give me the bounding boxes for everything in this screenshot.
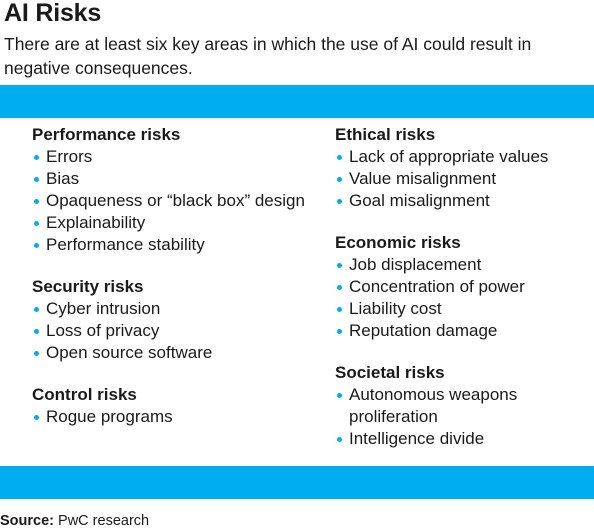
risk-group-title: Ethical risks xyxy=(335,125,436,144)
risk-group-title: Societal risks xyxy=(335,363,445,382)
list-item: Cyber intrusion xyxy=(32,298,312,320)
source-note: Source: PwC research xyxy=(0,512,149,530)
list-item: Opaqueness or “black box” design xyxy=(32,190,312,212)
list-item: Intelligence divide xyxy=(335,428,587,450)
risk-list: Job displacement Concentration of power … xyxy=(335,254,587,342)
bullet-icon xyxy=(337,285,342,290)
risk-group-title: Security risks xyxy=(32,277,144,296)
risk-group: Societal risks Autonomous weapons prolif… xyxy=(335,362,587,450)
risk-item: Opaqueness or “black box” design xyxy=(46,191,305,210)
page-title: AI Risks xyxy=(4,0,102,27)
list-item: Explainability xyxy=(32,212,312,234)
risk-list: Cyber intrusion Loss of privacy Open sou… xyxy=(32,298,312,364)
bullet-icon xyxy=(34,307,39,312)
source-text: PwC research xyxy=(54,513,150,529)
risk-item: Errors xyxy=(46,147,93,166)
risk-item: Value misalignment xyxy=(349,169,497,188)
risk-item: Intelligence divide xyxy=(349,429,485,448)
bullet-icon xyxy=(34,351,39,356)
list-item: Autonomous weapons proliferation xyxy=(335,384,587,428)
bullet-icon xyxy=(34,199,39,204)
list-item: Job displacement xyxy=(335,254,587,276)
list-item: Open source software xyxy=(32,342,312,364)
risk-list: Errors Bias Opaqueness or “black box” de… xyxy=(32,146,312,256)
list-item: Lack of appropriate values xyxy=(335,146,587,168)
bullet-icon xyxy=(337,329,342,334)
risk-group: Performance risks Errors Bias Opaqueness… xyxy=(32,124,312,256)
bullet-icon xyxy=(34,329,39,334)
risk-item: Explainability xyxy=(46,213,146,232)
risk-item: Performance stability xyxy=(46,235,205,254)
list-item: Concentration of power xyxy=(335,276,587,298)
list-item: Bias xyxy=(32,168,312,190)
bullet-icon xyxy=(34,155,39,160)
risk-item: Rogue programs xyxy=(46,407,173,426)
bullet-icon xyxy=(34,177,39,182)
bullet-icon xyxy=(337,437,342,442)
risk-item: Concentration of power xyxy=(349,277,525,296)
list-item: Loss of privacy xyxy=(32,320,312,342)
risk-item: Bias xyxy=(46,169,80,188)
risk-group: Control risks Rogue programs xyxy=(32,384,312,428)
risk-group: Economic risks Job displacement Concentr… xyxy=(335,232,587,342)
source-label: Source: xyxy=(0,513,54,529)
bullet-icon xyxy=(34,221,39,226)
bullet-icon xyxy=(337,199,342,204)
risk-item: Liability cost xyxy=(349,299,442,318)
risk-item: Autonomous weapons proliferation xyxy=(349,385,518,426)
bullet-icon xyxy=(337,177,342,182)
risk-group-title: Economic risks xyxy=(335,233,461,252)
list-item: Errors xyxy=(32,146,312,168)
risk-item: Lack of appropriate values xyxy=(349,147,549,166)
list-item: Reputation damage xyxy=(335,320,587,342)
bullet-icon xyxy=(34,243,39,248)
left-column: Performance risks Errors Bias Opaqueness… xyxy=(32,124,312,448)
risk-item: Reputation damage xyxy=(349,321,498,340)
top-accent-band xyxy=(0,85,594,118)
bottom-accent-band xyxy=(0,466,594,499)
risk-list: Lack of appropriate values Value misalig… xyxy=(335,146,587,212)
bullet-icon xyxy=(34,415,39,420)
risk-group-title: Control risks xyxy=(32,385,137,404)
risk-item: Loss of privacy xyxy=(46,321,160,340)
bullet-icon xyxy=(337,307,342,312)
risk-list: Autonomous weapons proliferation Intelli… xyxy=(335,384,587,450)
risk-list: Rogue programs xyxy=(32,406,312,428)
risk-group: Ethical risks Lack of appropriate values… xyxy=(335,124,587,212)
bullet-icon xyxy=(337,263,342,268)
risk-item: Goal misalignment xyxy=(349,191,490,210)
bullet-icon xyxy=(337,393,342,398)
list-item: Performance stability xyxy=(32,234,312,256)
risk-item: Open source software xyxy=(46,343,213,362)
list-item: Value misalignment xyxy=(335,168,587,190)
right-column: Ethical risks Lack of appropriate values… xyxy=(335,124,587,470)
risk-group: Security risks Cyber intrusion Loss of p… xyxy=(32,276,312,364)
list-item: Liability cost xyxy=(335,298,587,320)
list-item: Rogue programs xyxy=(32,406,312,428)
risk-group-title: Performance risks xyxy=(32,125,181,144)
risk-item: Job displacement xyxy=(349,255,482,274)
page-subtitle: There are at least six key areas in whic… xyxy=(4,34,532,78)
risk-item: Cyber intrusion xyxy=(46,299,161,318)
list-item: Goal misalignment xyxy=(335,190,587,212)
bullet-icon xyxy=(337,155,342,160)
